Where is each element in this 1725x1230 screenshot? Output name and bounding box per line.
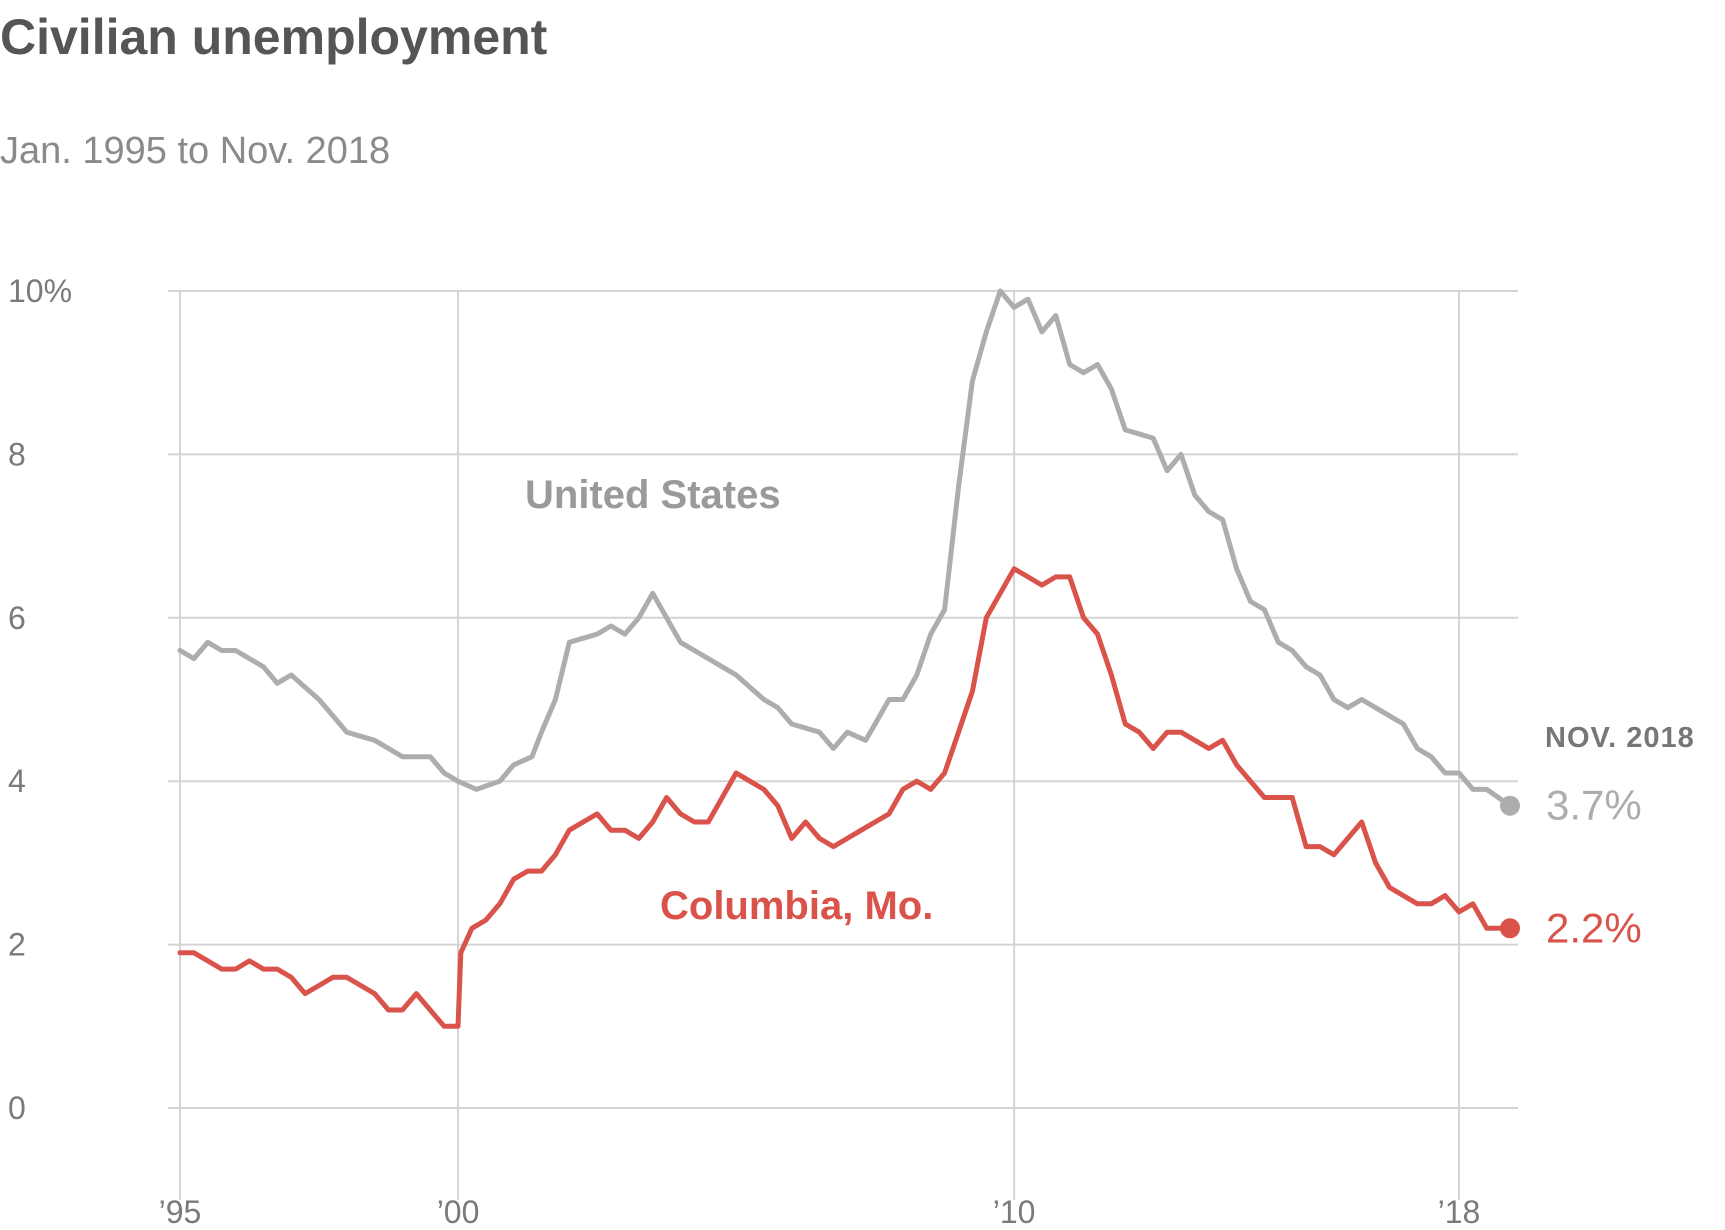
series-end-value: 3.7%	[1546, 782, 1642, 829]
x-tick-label: ’18	[1438, 1194, 1481, 1230]
series-label-columbia: Columbia, Mo.	[660, 884, 933, 928]
series-line-0	[177, 288, 1513, 809]
series-line-1	[177, 566, 1513, 1029]
x-tick-label: ’00	[437, 1194, 480, 1230]
axes: 0 2 4 6 8 10% ’95 ’00 ’10 ’18	[8, 273, 1480, 1230]
series-lines	[177, 288, 1520, 1029]
gridlines	[168, 290, 1518, 1200]
series-labels: United States Columbia, Mo. NOV. 2018 3.…	[525, 473, 1695, 951]
series-end-point	[1499, 918, 1520, 939]
y-tick-label: 0	[8, 1090, 26, 1126]
y-tick-label: 6	[8, 600, 26, 636]
y-tick-label: 8	[8, 436, 26, 472]
series-label-united-states: United States	[525, 473, 781, 517]
end-date-label: NOV. 2018	[1545, 722, 1695, 754]
chart-title: Civilian unemployment	[0, 9, 548, 65]
series-end-point	[1499, 795, 1520, 816]
y-tick-label: 10%	[8, 273, 72, 309]
series-end-value: 2.2%	[1546, 904, 1642, 951]
x-tick-label: ’95	[159, 1194, 202, 1230]
x-tick-label: ’10	[993, 1194, 1036, 1230]
y-tick-label: 4	[8, 763, 26, 799]
chart-subtitle: Jan. 1995 to Nov. 2018	[0, 130, 391, 172]
y-tick-label: 2	[8, 927, 26, 963]
